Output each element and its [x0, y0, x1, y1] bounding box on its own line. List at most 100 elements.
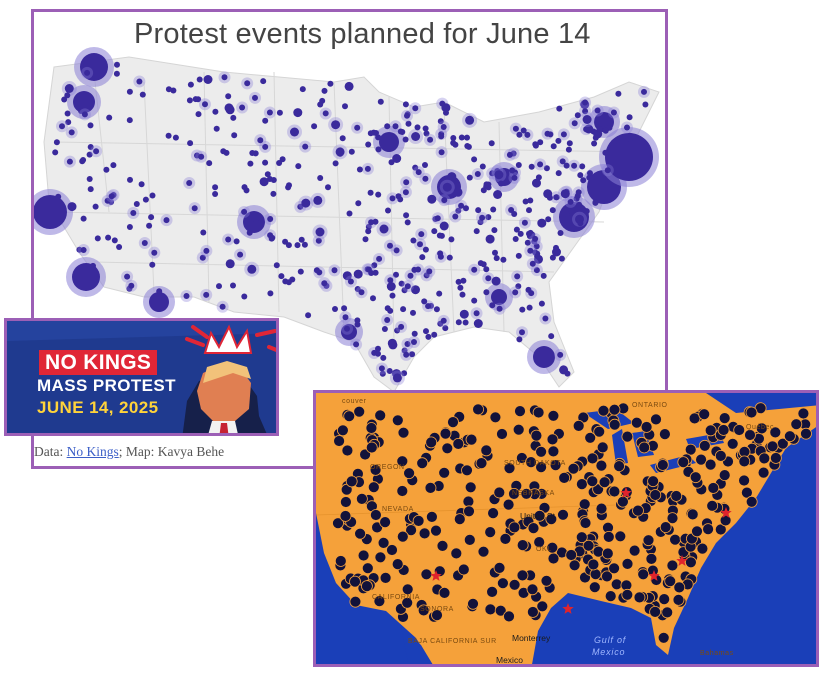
- location-marker: [664, 575, 677, 588]
- event-marker: [458, 202, 465, 209]
- event-marker: [453, 187, 463, 197]
- location-marker: [608, 485, 621, 498]
- location-marker: [601, 547, 614, 560]
- event-marker: [103, 166, 110, 173]
- event-marker: [170, 87, 177, 94]
- event-marker: [400, 306, 407, 313]
- location-marker: [558, 472, 571, 484]
- event-marker: [419, 254, 426, 261]
- event-marker: [267, 290, 274, 297]
- event-marker: [437, 250, 444, 257]
- event-marker: [146, 222, 153, 229]
- location-marker: [357, 549, 370, 562]
- location-marker: [726, 437, 739, 450]
- event-marker: [165, 132, 172, 139]
- event-marker: [458, 134, 465, 141]
- event-marker: [104, 197, 111, 204]
- event-marker: [540, 272, 547, 279]
- event-marker: [398, 323, 405, 330]
- north-america-map-graphic: ONTARIO Québec couver OREGON NEVADA SOUT…: [316, 393, 816, 664]
- event-marker: [532, 178, 541, 188]
- event-marker: [596, 126, 603, 133]
- location-marker: [356, 493, 368, 505]
- event-marker: [187, 81, 194, 88]
- location-marker: [536, 600, 549, 613]
- location-marker: [514, 405, 526, 418]
- location-marker: [405, 524, 417, 537]
- event-marker: [187, 140, 194, 147]
- event-marker: [321, 87, 328, 94]
- event-marker: [403, 212, 410, 219]
- event-marker: [203, 247, 210, 254]
- location-marker: [453, 513, 466, 525]
- event-marker: [273, 262, 280, 269]
- banner-artwork: [7, 321, 276, 433]
- location-marker: [373, 595, 386, 608]
- major-event-stars: [430, 487, 732, 614]
- event-marker: [549, 254, 556, 261]
- event-marker: [516, 131, 523, 138]
- event-marker: [576, 201, 583, 208]
- location-marker: [343, 410, 356, 423]
- event-marker: [515, 162, 522, 168]
- location-marker: [396, 485, 409, 497]
- event-marker: [148, 214, 155, 221]
- location-marker: [766, 440, 779, 453]
- location-marker: [584, 431, 597, 444]
- event-marker: [325, 184, 331, 191]
- location-marker: [656, 459, 669, 471]
- event-marker: [642, 101, 649, 108]
- location-marker: [610, 578, 623, 591]
- location-marker: [757, 466, 770, 479]
- event-marker: [186, 97, 193, 104]
- event-marker: [230, 282, 236, 289]
- event-marker: [533, 267, 540, 274]
- event-marker: [527, 197, 534, 204]
- no-kings-link[interactable]: No Kings: [66, 444, 119, 459]
- event-marker: [344, 81, 354, 91]
- label-vancouver: couver: [342, 398, 367, 405]
- event-marker: [362, 236, 369, 243]
- protest-events-map: Protest events planned for June 14 Data:…: [31, 9, 668, 469]
- event-marker: [127, 176, 133, 183]
- event-marker: [355, 200, 362, 207]
- label-nebraska: NEBRASKA: [512, 490, 555, 497]
- event-marker: [431, 331, 438, 338]
- event-marker: [381, 326, 388, 332]
- event-marker: [460, 277, 467, 284]
- event-marker: [116, 244, 123, 250]
- location-marker: [642, 534, 655, 547]
- event-marker: [434, 215, 441, 222]
- location-marker: [530, 429, 543, 442]
- event-marker: [548, 333, 555, 340]
- event-marker: [624, 124, 630, 131]
- location-marker: [621, 430, 634, 443]
- event-marker: [494, 170, 504, 180]
- location-marker: [425, 436, 438, 449]
- label-united-states: United St: [520, 511, 556, 521]
- event-marker: [105, 234, 112, 241]
- location-marker: [717, 424, 730, 436]
- event-marker: [587, 170, 593, 177]
- location-marker: [738, 455, 751, 468]
- event-marker: [241, 208, 248, 215]
- event-marker: [301, 198, 311, 208]
- event-marker: [315, 237, 322, 244]
- location-marker: [535, 461, 548, 473]
- event-marker: [64, 92, 71, 99]
- event-marker: [459, 309, 469, 319]
- event-marker: [524, 131, 531, 138]
- event-marker: [231, 132, 238, 139]
- event-marker: [356, 166, 363, 173]
- event-marker: [379, 224, 389, 234]
- location-marker: [374, 409, 387, 422]
- event-marker: [465, 115, 475, 125]
- event-marker: [367, 189, 374, 196]
- location-marker: [783, 430, 796, 443]
- event-marker: [297, 268, 304, 275]
- label-south-dakota: SOUTH DAKOTA: [504, 460, 566, 467]
- event-marker: [346, 210, 353, 217]
- event-marker: [392, 373, 402, 383]
- event-marker: [491, 276, 501, 286]
- event-marker: [455, 207, 462, 214]
